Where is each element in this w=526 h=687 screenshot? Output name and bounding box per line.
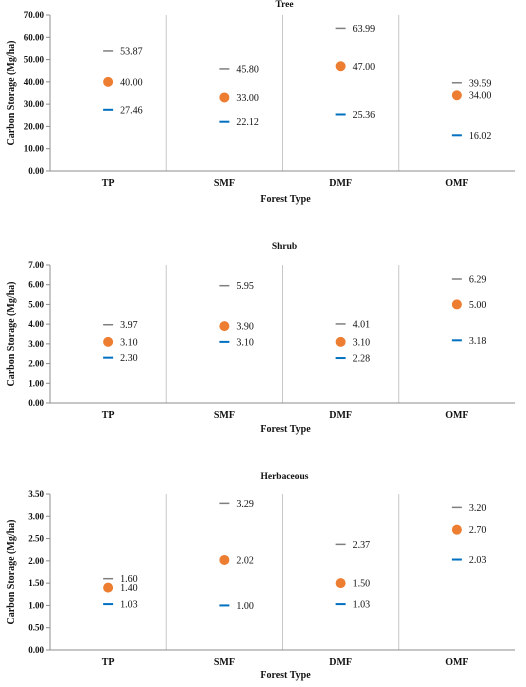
min-data-label: 27.46 [120, 105, 143, 116]
y-tick-label: 10.00 [24, 144, 45, 154]
max-data-label: 3.20 [469, 503, 487, 514]
mean-point [219, 92, 230, 103]
y-tick-label: 3.00 [28, 511, 44, 521]
max-data-label: 5.95 [236, 281, 254, 292]
mean-data-label: 33.00 [236, 93, 259, 104]
max-data-label: 2.37 [353, 540, 371, 551]
x-tick-label: OMF [445, 178, 468, 189]
chart-title: Tree [275, 0, 293, 10]
chart-title: Shrub [272, 242, 297, 252]
max-data-label: 4.01 [353, 319, 371, 330]
y-tick-label: 0.00 [28, 645, 44, 655]
y-tick-label: 60.00 [24, 32, 45, 42]
x-axis-title: Forest Type [260, 424, 311, 435]
y-tick-label: 1.00 [28, 600, 44, 610]
mean-point [451, 524, 462, 535]
mean-data-label: 1.40 [120, 583, 138, 594]
y-axis-title: Carbon Storage (Mg/ha) [6, 520, 17, 625]
mean-point [335, 578, 346, 589]
y-tick-label: 3.50 [28, 489, 44, 499]
mean-point [219, 321, 230, 332]
y-tick-label: 1.00 [28, 378, 44, 388]
max-data-label: 63.99 [353, 24, 376, 35]
min-data-label: 22.12 [236, 117, 259, 128]
y-tick-label: 20.00 [24, 121, 45, 131]
mean-data-label: 47.00 [353, 62, 376, 73]
mean-data-label: 3.10 [353, 337, 371, 348]
max-data-label: 53.87 [120, 46, 143, 57]
min-data-label: 1.03 [120, 600, 138, 611]
mean-point [103, 336, 114, 347]
y-tick-label: 4.00 [28, 319, 44, 329]
y-tick-label: 2.00 [28, 556, 44, 566]
mean-data-label: 2.70 [469, 525, 487, 536]
chart-panel-tree: Tree 0.00 10.00 20.00 30.00 40.00 50.00 60.00 70… [6, 0, 515, 205]
x-tick-label: DMF [329, 178, 352, 189]
max-data-label: 3.97 [120, 320, 138, 331]
mean-point [103, 76, 114, 87]
mean-point [335, 336, 346, 347]
mean-data-label: 3.90 [236, 322, 254, 333]
chart-title: Herbaceous [260, 472, 308, 482]
mean-data-label: 1.50 [353, 579, 371, 590]
max-data-label: 3.29 [236, 499, 254, 510]
mean-point [103, 582, 114, 593]
y-tick-label: 2.00 [28, 359, 44, 369]
y-tick-label: 7.00 [28, 260, 44, 270]
max-data-label: 45.80 [236, 64, 259, 75]
min-data-label: 16.02 [469, 131, 492, 142]
y-tick-label: 6.00 [28, 280, 44, 290]
y-tick-label: 3.00 [28, 339, 44, 349]
chart-panel-shrub: Shrub 0.00 1.00 2.00 3.00 4.00 5.00 6.00 7.00 Car… [6, 242, 515, 435]
y-axis-title: Carbon Storage (Mg/ha) [6, 282, 17, 387]
max-data-label: 1.60 [120, 574, 138, 585]
y-tick-label: 0.00 [28, 398, 44, 408]
mean-data-label: 2.02 [236, 555, 254, 566]
min-data-label: 3.10 [236, 337, 254, 348]
y-tick-label: 40.00 [24, 77, 45, 87]
x-tick-label: OMF [445, 657, 468, 668]
x-axis-title: Forest Type [260, 670, 311, 681]
mean-point [219, 554, 230, 565]
x-tick-label: OMF [445, 410, 468, 421]
y-tick-label: 0.00 [28, 166, 44, 176]
min-data-label: 1.03 [353, 600, 371, 611]
x-tick-label: SMF [214, 178, 235, 189]
min-data-label: 25.36 [353, 110, 376, 121]
mean-point [451, 299, 462, 310]
mean-data-label: 3.10 [120, 337, 138, 348]
max-data-label: 6.29 [469, 274, 487, 285]
y-tick-label: 5.00 [28, 299, 44, 309]
y-axis-title: Carbon Storage (Mg/ha) [6, 41, 17, 146]
max-data-label: 39.59 [469, 78, 492, 89]
x-tick-label: SMF [214, 657, 235, 668]
min-data-label: 2.28 [353, 354, 371, 365]
x-axis-title: Forest Type [260, 194, 311, 205]
y-tick-label: 0.50 [28, 623, 44, 633]
min-data-label: 2.30 [120, 353, 138, 364]
y-tick-label: 2.50 [28, 534, 44, 544]
y-tick-label: 50.00 [24, 55, 45, 65]
x-tick-label: SMF [214, 410, 235, 421]
x-tick-label: DMF [329, 657, 352, 668]
x-tick-label: DMF [329, 410, 352, 421]
mean-data-label: 5.00 [469, 300, 487, 311]
mean-data-label: 40.00 [120, 77, 143, 88]
x-tick-label: TP [102, 178, 115, 189]
x-tick-label: TP [102, 410, 115, 421]
mean-point [335, 61, 346, 72]
y-tick-label: 1.50 [28, 578, 44, 588]
min-data-label: 2.03 [469, 555, 487, 566]
chart-panel-herbaceous: Herbaceous 0.00 0.50 1.00 1.50 2.00 2.50 3.00 3.… [6, 472, 515, 681]
y-tick-label: 30.00 [24, 99, 45, 109]
mean-point [451, 90, 462, 101]
min-data-label: 3.18 [469, 336, 487, 347]
x-tick-label: TP [102, 657, 115, 668]
y-tick-label: 70.00 [24, 10, 45, 20]
mean-data-label: 34.00 [469, 91, 492, 102]
min-data-label: 1.00 [236, 601, 254, 612]
